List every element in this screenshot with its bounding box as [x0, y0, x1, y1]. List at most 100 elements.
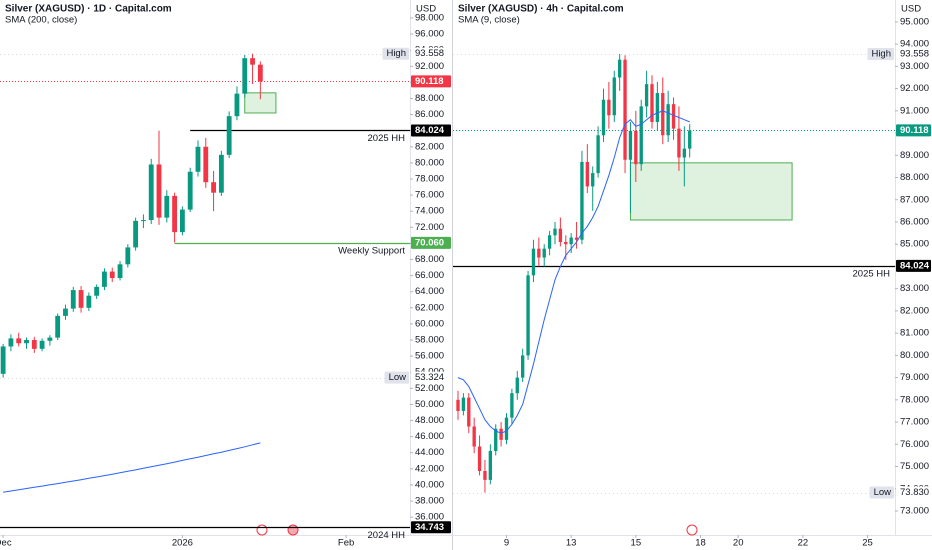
candle-body: [564, 241, 568, 245]
level-value: 90.118: [900, 125, 929, 136]
candle-body: [601, 99, 606, 136]
chart-title: Silver (XAGUSD) · 4h · Capital.com: [458, 4, 624, 15]
y-tick-label: 76.000: [415, 190, 444, 201]
candle-body: [510, 393, 514, 418]
level-name: 2024 HH: [368, 530, 406, 541]
candle-body: [156, 164, 162, 218]
candle-body: [531, 248, 536, 276]
level-value: 34.743: [415, 522, 444, 533]
candle-body: [547, 235, 552, 249]
level-name: 2025 HH: [853, 268, 891, 279]
indicator-label: SMA (9, close): [458, 15, 520, 26]
level-value: 93.558: [900, 48, 929, 59]
candle-body: [187, 171, 193, 210]
x-tick-label: Dec: [0, 538, 12, 549]
y-tick-label: 88.000: [900, 172, 929, 183]
y-tick-label: 96.000: [415, 29, 444, 40]
x-tick-label: 9: [504, 538, 509, 549]
zone: [629, 162, 793, 221]
candle-body: [472, 426, 476, 447]
x-tick-label: 20: [733, 538, 744, 549]
y-tick-label: 42.000: [415, 463, 444, 474]
y-tick-label: 79.000: [900, 372, 929, 383]
sma-line: [3, 442, 261, 493]
level-name: Low: [874, 487, 892, 498]
y-tick-label: 80.000: [900, 350, 929, 361]
y-tick-label: 91.000: [900, 105, 929, 116]
x-tick-label: 22: [798, 538, 809, 549]
event-icon: [287, 524, 299, 536]
candle-body: [203, 146, 209, 183]
candle-body: [504, 417, 509, 440]
currency-label: USD: [416, 4, 436, 15]
candle-body: [477, 446, 482, 471]
candle-body: [661, 93, 665, 136]
candle-body: [148, 164, 154, 221]
candle-body: [86, 295, 92, 308]
y-tick-label: 62.000: [415, 302, 444, 313]
candle-body: [109, 271, 115, 279]
value-box: [896, 124, 931, 137]
x-tick-label: 18: [695, 538, 706, 549]
candle-body: [195, 146, 201, 172]
level-value: 84.024: [900, 260, 930, 271]
candle-body: [250, 58, 255, 65]
candle-body: [591, 173, 595, 187]
level-value: 53.324: [415, 372, 444, 383]
candle-body: [682, 148, 686, 158]
value-box: [411, 47, 451, 60]
candle-body: [617, 59, 622, 78]
y-tick-label: 89.000: [900, 150, 929, 161]
candle-body: [526, 275, 530, 356]
y-tick-label: 50.000: [415, 399, 444, 410]
y-tick-label: 92.000: [415, 61, 444, 72]
level-name: High: [386, 48, 406, 59]
sma-line: [457, 110, 690, 434]
y-tick-label: 52.000: [415, 383, 444, 394]
candle-body: [102, 271, 107, 287]
candle-body: [607, 99, 611, 116]
candle-body: [521, 355, 525, 378]
level-value: 93.558: [415, 48, 444, 59]
candle-body: [612, 77, 616, 116]
candle-body: [639, 106, 643, 165]
candle-body: [78, 290, 84, 308]
candle-body: [31, 340, 37, 349]
y-tick-label: 95.000: [900, 16, 929, 27]
chart-title: Silver (XAGUSD) · 1D · Capital.com: [5, 4, 172, 15]
value-box: [896, 47, 931, 60]
level-value: 73.830: [900, 487, 929, 498]
candle-body: [141, 220, 146, 222]
level-name: 2025 HH: [368, 133, 406, 144]
candle-body: [580, 161, 584, 240]
y-tick-label: 93.000: [900, 61, 929, 72]
x-tick-label: 25: [862, 538, 873, 549]
candle-body: [242, 58, 248, 94]
x-tick-label: Feb: [338, 538, 354, 549]
level-value: 84.024: [415, 125, 445, 136]
y-tick-label: 56.000: [415, 351, 444, 362]
y-tick-label: 86.000: [415, 109, 444, 120]
candle-body: [628, 130, 633, 160]
level-value: 70.060: [415, 237, 444, 248]
y-tick-label: 78.000: [415, 173, 444, 184]
candle-body: [585, 161, 589, 187]
candle-body: [569, 237, 573, 245]
x-tick-label: 2026: [172, 538, 193, 549]
candle-body: [117, 264, 123, 279]
candle-body: [623, 59, 627, 160]
y-tick-label: 68.000: [415, 254, 444, 265]
name-tag: [384, 371, 409, 384]
level-value: 90.118: [415, 76, 444, 87]
y-tick-label: 98.000: [415, 12, 444, 23]
candle-body: [671, 104, 676, 129]
y-tick-label: 94.000: [900, 39, 929, 50]
y-tick-label: 82.000: [415, 141, 444, 152]
candles: [0, 53, 263, 378]
y-tick-label: 40.000: [415, 479, 444, 490]
candle-body: [234, 93, 240, 117]
candle-body: [39, 340, 45, 349]
candle-body: [172, 195, 178, 233]
